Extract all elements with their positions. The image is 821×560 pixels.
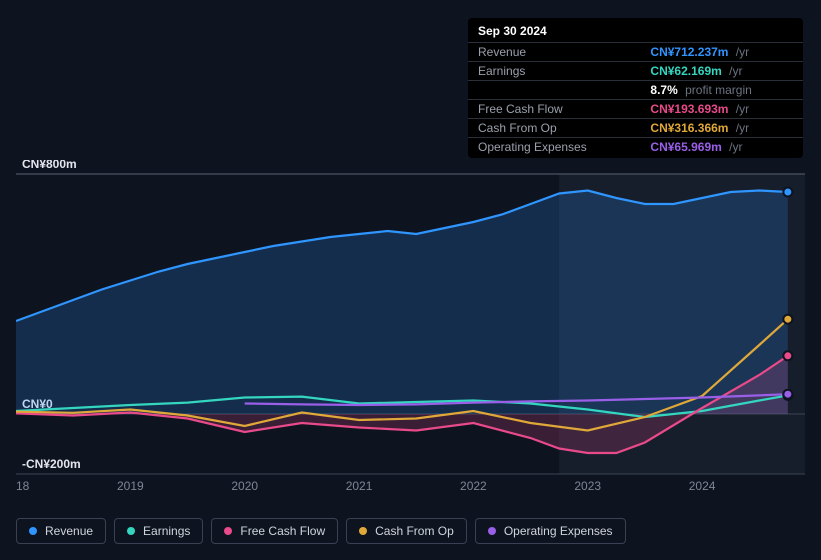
tooltip-row: Operating ExpensesCN¥65.969m /yr [468,138,803,157]
x-axis-label: 2024 [689,479,716,490]
chart-legend: Revenue Earnings Free Cash Flow Cash From O… [16,518,626,544]
tooltip-date: Sep 30 2024 [468,24,803,42]
tooltip-row: Free Cash FlowCN¥193.693m /yr [468,100,803,119]
tooltip-row-value: CN¥193.693m /yr [640,100,803,119]
chart-svg: CN¥800mCN¥0-CN¥200m201820192020202120222… [16,160,805,490]
tooltip-row-value: CN¥316.366m /yr [640,119,803,138]
tooltip-row-label: Cash From Op [468,119,640,138]
tooltip-row-label [468,81,640,100]
legend-label: Earnings [143,524,190,538]
tooltip-row-label: Free Cash Flow [468,100,640,119]
tooltip-row-label: Earnings [468,62,640,81]
legend-label: Operating Expenses [504,524,613,538]
x-axis-label: 2019 [117,479,144,490]
legend-dot [127,527,135,535]
x-axis-label: 2022 [460,479,487,490]
marker-fcf [783,351,792,360]
y-axis-label: -CN¥200m [22,457,81,471]
area-revenue [16,191,788,415]
marker-opex [783,390,792,399]
marker-cfo [783,315,792,324]
legend-dot [359,527,367,535]
legend-dot [488,527,496,535]
tooltip-table: RevenueCN¥712.237m /yrEarningsCN¥62.169m… [468,42,803,156]
x-axis-label: 2020 [231,479,258,490]
legend-item-earnings[interactable]: Earnings [114,518,203,544]
marker-revenue [783,188,792,197]
x-axis-label: 2021 [346,479,373,490]
chart-tooltip: Sep 30 2024 RevenueCN¥712.237m /yrEarnin… [468,18,803,158]
tooltip-row-value: CN¥62.169m /yr [640,62,803,81]
legend-label: Free Cash Flow [240,524,325,538]
tooltip-row: 8.7% profit margin [468,81,803,100]
legend-item-fcf[interactable]: Free Cash Flow [211,518,338,544]
legend-item-cfo[interactable]: Cash From Op [346,518,467,544]
tooltip-row-value: CN¥65.969m /yr [640,138,803,157]
tooltip-row: Cash From OpCN¥316.366m /yr [468,119,803,138]
tooltip-row-label: Revenue [468,43,640,62]
legend-label: Cash From Op [375,524,454,538]
tooltip-row: RevenueCN¥712.237m /yr [468,43,803,62]
legend-label: Revenue [45,524,93,538]
legend-dot [224,527,232,535]
financial-chart: CN¥800mCN¥0-CN¥200m201820192020202120222… [16,160,805,490]
tooltip-row: EarningsCN¥62.169m /yr [468,62,803,81]
y-axis-label: CN¥800m [22,160,77,171]
legend-dot [29,527,37,535]
tooltip-row-value: CN¥712.237m /yr [640,43,803,62]
legend-item-revenue[interactable]: Revenue [16,518,106,544]
tooltip-row-value: 8.7% profit margin [640,81,803,100]
legend-item-opex[interactable]: Operating Expenses [475,518,626,544]
tooltip-row-label: Operating Expenses [468,138,640,157]
x-axis-label: 2023 [574,479,601,490]
x-axis-label: 2018 [16,479,30,490]
